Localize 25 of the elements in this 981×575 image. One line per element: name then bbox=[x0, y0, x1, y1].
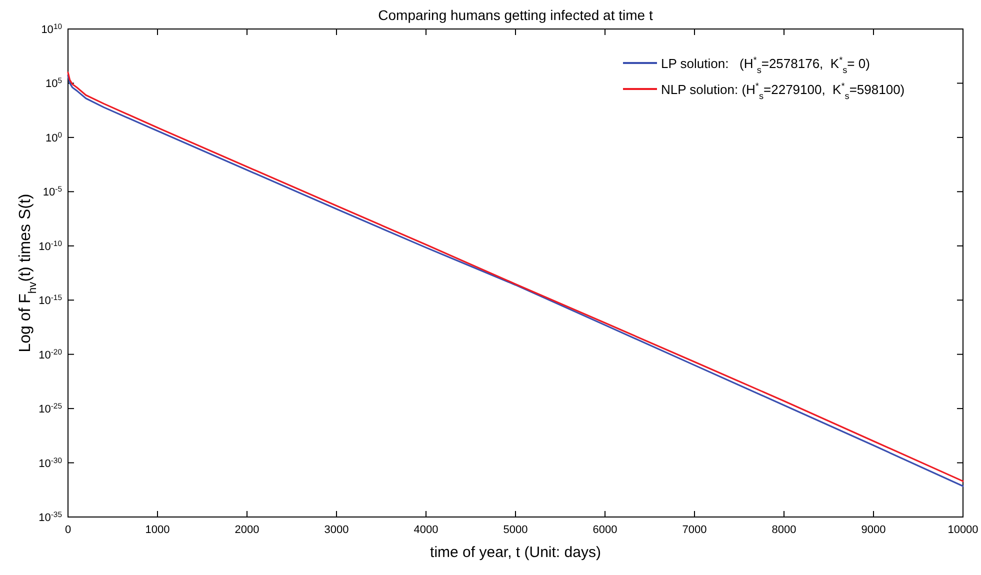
y-tick-label: 10$^{-30}$ bbox=[38, 455, 62, 470]
legend-label: NLP solution: (H$^{*}$$_{s}$=2279100, K$^{*}$$_{s}$=598100) bbox=[661, 81, 905, 101]
y-tick-label: 10$^{-15}$ bbox=[38, 292, 62, 308]
y-tick-label: 10$^{-5}$ bbox=[42, 184, 62, 199]
x-axis-title: time of year, t (Unit: days) bbox=[430, 544, 601, 561]
x-tick-label: 7000 bbox=[682, 524, 707, 536]
x-tick-label: 8000 bbox=[772, 524, 796, 536]
y-tick-label: 10$^{-20}$ bbox=[38, 346, 62, 362]
x-tick-label: 9000 bbox=[861, 524, 886, 536]
x-tick-label: 4000 bbox=[414, 524, 438, 536]
chart-title: Comparing humans getting infected at time t bbox=[378, 7, 653, 23]
y-tick-label: 10$^{-35}$ bbox=[38, 510, 62, 524]
x-tick-label: 2000 bbox=[234, 524, 260, 536]
x-tick-label: 0 bbox=[64, 524, 72, 536]
y-tick-label: 10$^{5}$ bbox=[45, 76, 62, 90]
y-tick-label: 10$^{0}$ bbox=[45, 130, 62, 144]
x-tick-label: 3000 bbox=[324, 524, 349, 536]
x-tick-label: 6000 bbox=[592, 524, 618, 536]
legend-label: LP solution: (H$^{*}$$_{s}$=2578176, K$^{*}$$_{s}$= 0) bbox=[661, 55, 870, 75]
y-tick-label: 10$^{-25}$ bbox=[38, 401, 62, 416]
y-tick-label: 10$^{10}$ bbox=[41, 22, 62, 36]
y-tick-label: 10$^{-10}$ bbox=[38, 238, 62, 253]
x-tick-label: 1000 bbox=[145, 524, 170, 536]
x-tick-label: 10000 bbox=[948, 524, 978, 536]
x-tick-label: 5000 bbox=[503, 524, 528, 536]
